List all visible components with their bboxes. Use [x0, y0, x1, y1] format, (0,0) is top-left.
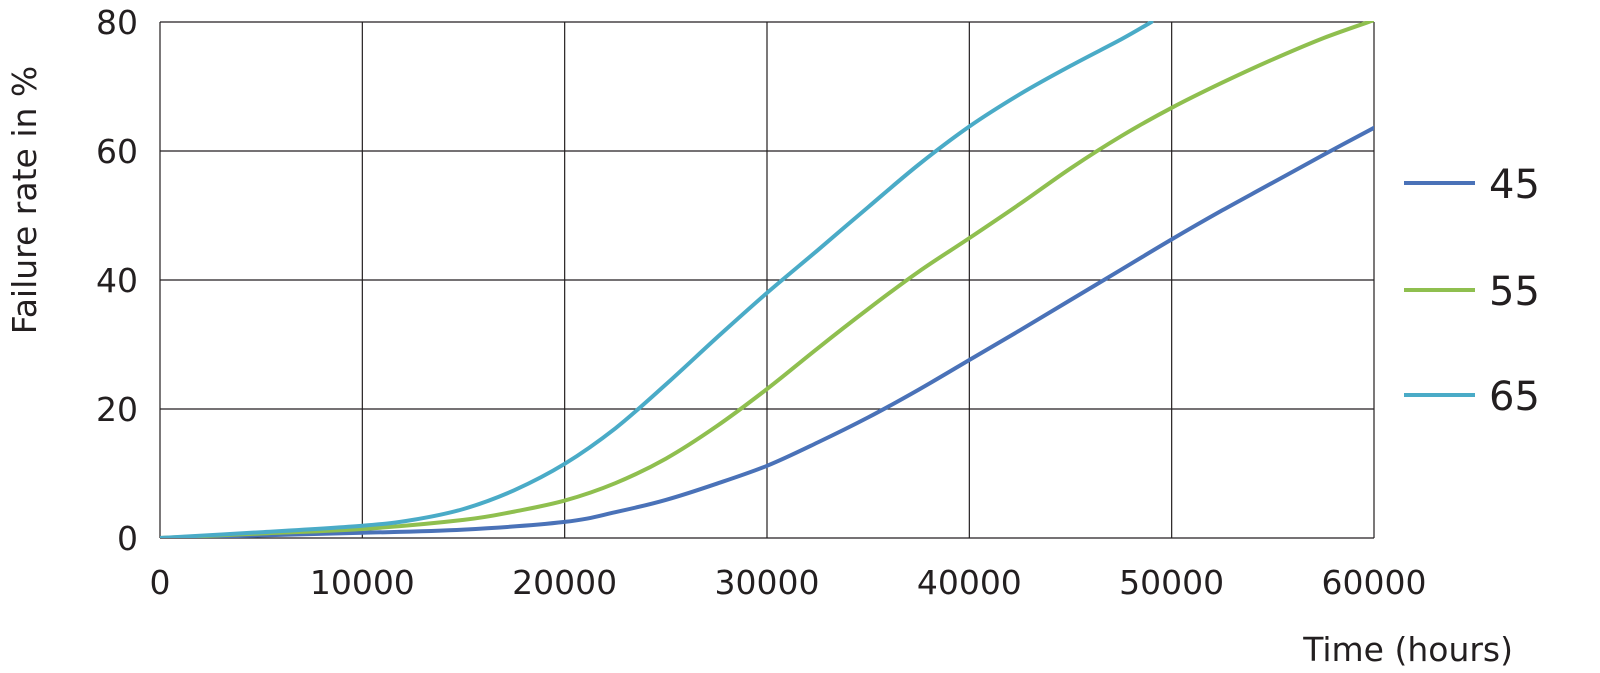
series-line-65 [160, 21, 1154, 538]
y-axis-title: Failure rate in % [5, 66, 44, 335]
tick-labels: 0 10000 20000 30000 40000 50000 60000 0 20 40 60 80 [96, 3, 1426, 602]
y-tick-label: 80 [96, 3, 138, 42]
legend: 45 55 65 [1404, 162, 1540, 420]
x-tick-label: 0 [150, 563, 171, 602]
legend-label: 45 [1489, 162, 1540, 208]
series-lines [160, 21, 1374, 538]
y-tick-label: 40 [96, 261, 138, 300]
legend-label: 55 [1489, 269, 1540, 315]
x-tick-label: 40000 [917, 563, 1022, 602]
y-tick-label: 60 [96, 132, 138, 171]
y-tick-label: 20 [96, 390, 138, 429]
x-axis-title: Time (hours) [1302, 630, 1513, 669]
series-line-45 [160, 125, 1374, 538]
legend-item-45: 45 [1404, 162, 1540, 208]
x-tick-label: 30000 [715, 563, 820, 602]
x-tick-label: 20000 [512, 563, 617, 602]
y-tick-label: 0 [117, 519, 138, 558]
x-tick-label: 50000 [1119, 563, 1224, 602]
x-tick-label: 10000 [310, 563, 415, 602]
legend-item-65: 65 [1404, 374, 1540, 420]
legend-item-55: 55 [1404, 269, 1540, 315]
x-tick-label: 60000 [1322, 563, 1427, 602]
series-line-55 [160, 21, 1374, 538]
legend-label: 65 [1489, 374, 1540, 420]
